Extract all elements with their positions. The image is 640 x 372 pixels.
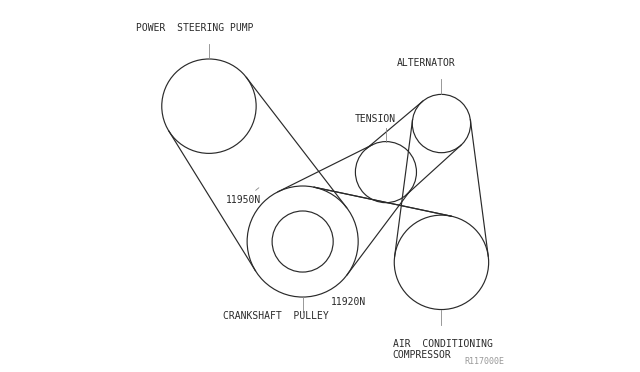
Text: AIR  CONDITIONING
COMPRESSOR: AIR CONDITIONING COMPRESSOR <box>393 339 493 360</box>
Text: ALTERNATOR: ALTERNATOR <box>396 58 455 68</box>
Text: R117000E: R117000E <box>464 357 504 366</box>
Text: 11920N: 11920N <box>330 297 365 307</box>
Text: CRANKSHAFT  PULLEY: CRANKSHAFT PULLEY <box>223 311 328 321</box>
Text: POWER  STEERING PUMP: POWER STEERING PUMP <box>136 23 253 33</box>
Text: 11950N: 11950N <box>227 188 262 205</box>
Text: TENSION: TENSION <box>355 113 396 124</box>
